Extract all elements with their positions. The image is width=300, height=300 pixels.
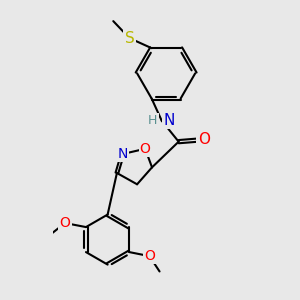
- Text: N: N: [117, 147, 128, 161]
- Text: O: O: [144, 249, 155, 263]
- Text: H: H: [148, 114, 158, 127]
- Text: O: O: [59, 216, 70, 230]
- Text: O: O: [140, 142, 151, 156]
- Text: O: O: [198, 132, 210, 147]
- Text: S: S: [124, 31, 134, 46]
- Text: N: N: [163, 113, 175, 128]
